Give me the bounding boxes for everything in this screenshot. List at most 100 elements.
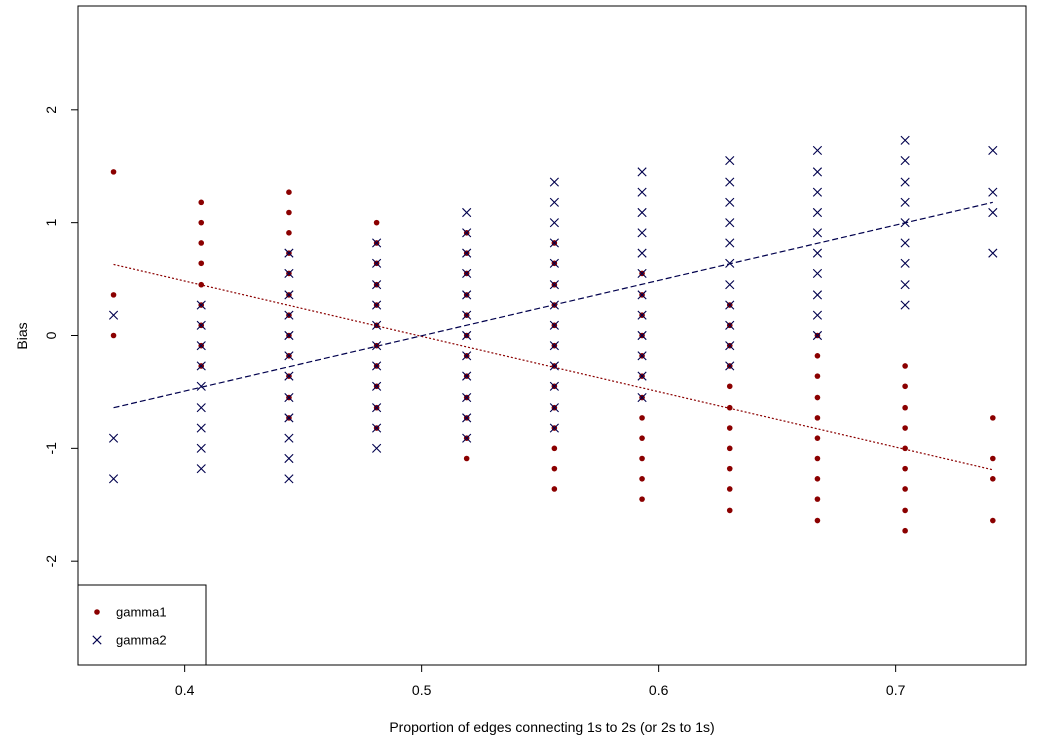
gamma2-point — [196, 341, 206, 351]
x-tick-label: 0.7 — [886, 682, 906, 698]
gamma1-point — [373, 219, 380, 226]
gamma2-point — [462, 310, 472, 320]
gamma2-point — [108, 433, 119, 443]
gamma2-point — [372, 320, 382, 330]
gamma2-point — [284, 351, 294, 361]
gamma2-point — [284, 433, 294, 443]
gamma2-point — [549, 300, 559, 310]
gamma2-legend-marker — [92, 635, 102, 645]
gamma1-point — [639, 435, 645, 441]
gamma1-point — [814, 353, 821, 359]
data-points — [108, 135, 998, 534]
gamma2-point — [549, 423, 559, 433]
gamma1-point — [198, 240, 205, 246]
gamma2-point — [372, 341, 382, 351]
gamma2-point — [196, 443, 206, 453]
gamma2-point — [108, 474, 119, 484]
gamma2-point — [196, 361, 206, 371]
gamma2-point — [812, 310, 823, 320]
gamma2-point — [725, 197, 735, 207]
gamma2-point — [725, 258, 735, 268]
gamma1-point — [198, 219, 205, 226]
gamma2-point — [372, 258, 382, 268]
gamma2-point — [637, 351, 647, 361]
gamma2-point — [284, 268, 294, 279]
legend-label: gamma1 — [116, 605, 167, 620]
gamma2-point — [725, 341, 735, 351]
gamma2-point — [196, 464, 206, 474]
gamma2-point — [372, 361, 382, 371]
gamma2-point — [988, 248, 998, 258]
gamma2-point — [900, 177, 910, 187]
gamma1-point — [990, 476, 996, 482]
gamma2-point — [549, 381, 559, 391]
gamma2-point — [462, 433, 472, 443]
gamma1-point — [814, 373, 821, 379]
gamma2-point — [462, 351, 472, 361]
gamma2-point — [812, 248, 823, 258]
gamma1-point — [198, 199, 205, 206]
gamma2-point — [725, 156, 735, 166]
y-tick-label: -1 — [43, 442, 59, 455]
gamma2-point — [284, 371, 294, 381]
gamma1-point — [990, 517, 996, 524]
gamma2-point — [637, 268, 647, 279]
gamma2-point — [637, 187, 647, 197]
gamma1-point — [726, 486, 733, 492]
gamma2-point — [900, 280, 910, 290]
gamma2-point — [462, 371, 472, 381]
gamma2-point — [549, 177, 559, 187]
gamma1-point — [639, 415, 645, 421]
x-tick-label: 0.5 — [412, 682, 432, 698]
gamma2-point — [372, 403, 382, 413]
gamma1-point — [726, 383, 733, 390]
gamma2-point — [462, 268, 472, 279]
gamma2-point — [462, 392, 472, 403]
y-tick-label: -2 — [43, 555, 59, 568]
gamma2-point — [900, 238, 910, 248]
gamma1-point — [902, 383, 908, 390]
legend-label: gamma2 — [116, 633, 167, 648]
y-tick-label: 1 — [43, 219, 59, 227]
gamma2-point — [372, 423, 382, 433]
gamma1-point — [902, 486, 908, 492]
gamma1-point — [990, 455, 996, 462]
gamma2-point — [725, 177, 735, 187]
gamma2-point — [812, 145, 823, 156]
gamma2-point — [462, 413, 472, 423]
gamma2-point — [462, 290, 472, 300]
gamma2-point — [372, 443, 382, 453]
gamma1-point — [110, 332, 117, 339]
gamma2-point — [549, 341, 559, 351]
gamma2-point — [284, 392, 294, 403]
gamma2-point — [372, 280, 382, 290]
legend-box — [77, 584, 207, 666]
gamma2-point — [549, 320, 559, 330]
gamma2-point — [637, 310, 647, 320]
gamma1-point — [639, 476, 645, 482]
gamma2-point — [462, 207, 472, 218]
gamma2-point — [108, 310, 119, 320]
gamma2-point — [462, 228, 472, 238]
gamma2-point — [549, 361, 559, 371]
gamma2-point — [988, 207, 998, 218]
gamma2-point — [549, 258, 559, 268]
x-axis-label: Proportion of edges connecting 1s to 2s … — [389, 719, 714, 735]
legend: gamma1 gamma2 — [77, 584, 207, 666]
gamma2-point — [900, 156, 910, 166]
gamma2-point — [725, 280, 735, 290]
x-tick-label: 0.6 — [649, 682, 669, 698]
gamma1-point — [551, 486, 558, 492]
gamma2-point — [284, 330, 294, 341]
gamma1-point — [551, 465, 558, 472]
gamma1-point — [726, 507, 733, 514]
plot-border — [77, 5, 1027, 666]
gamma1-point — [110, 292, 117, 298]
gamma1-point — [463, 455, 470, 462]
gamma1-point — [902, 425, 908, 431]
gamma1-point — [902, 404, 908, 411]
gamma2-point — [284, 310, 294, 320]
gamma1-legend-marker — [94, 609, 100, 615]
gamma2-point — [196, 381, 206, 391]
gamma2-point — [812, 187, 823, 197]
